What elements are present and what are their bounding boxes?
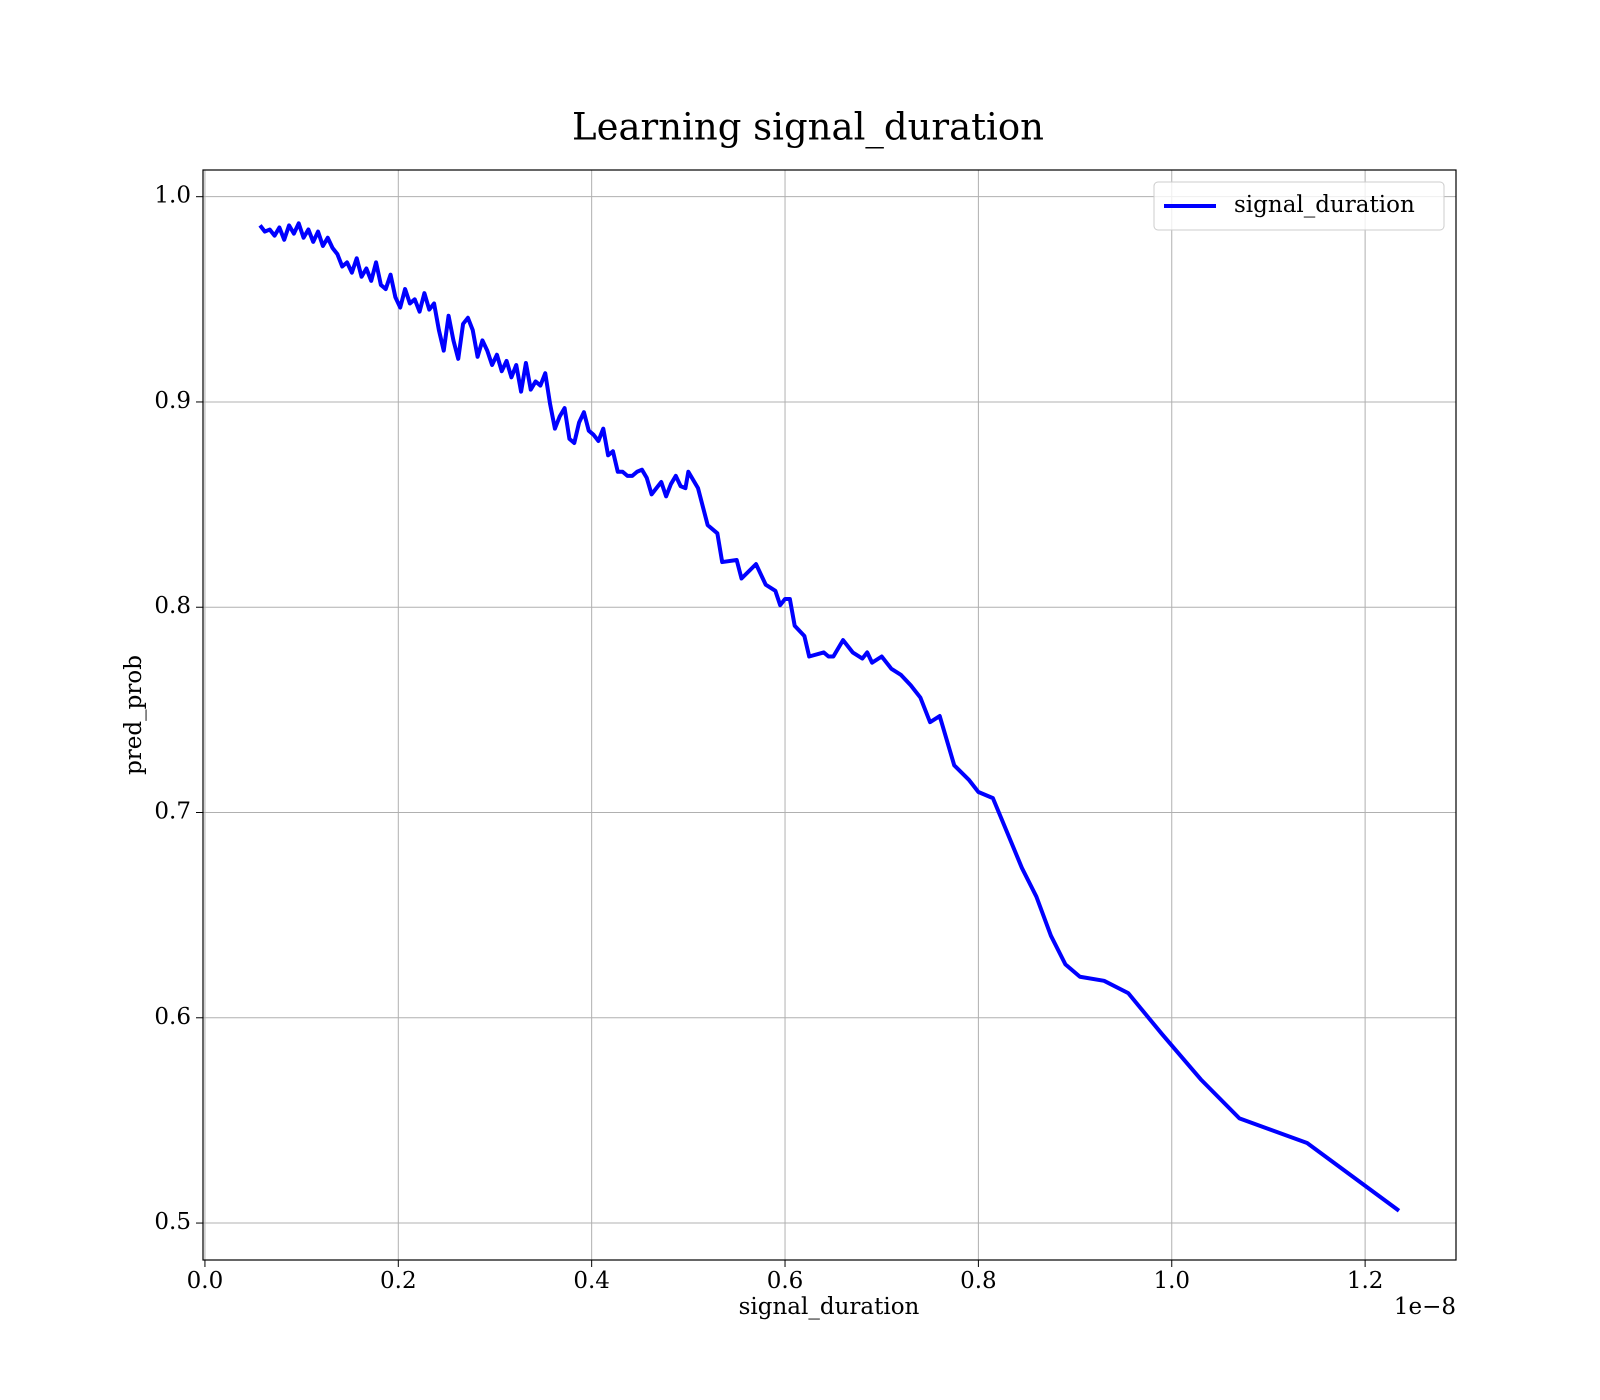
x-tick-label: 0.4 [573,1268,610,1294]
x-offset-label: 1e−8 [1394,1294,1456,1320]
y-tick-label: 1.0 [154,183,191,209]
y-tick-label: 0.8 [154,593,191,619]
y-tick-label: 0.5 [154,1209,191,1235]
plot-frame [202,169,1457,1261]
y-axis-label: pred_prob [121,655,147,775]
x-tick-label: 0.6 [767,1268,804,1294]
legend-label: signal_duration [1234,192,1415,218]
x-axis-label: signal_duration [739,1294,920,1320]
legend-box [1153,181,1445,231]
y-tick-label: 0.6 [154,1004,191,1030]
chart-title: Learning signal_duration [572,106,1044,150]
x-tick-label: 0.8 [960,1268,997,1294]
y-tick-label: 0.9 [154,388,191,414]
x-tick-label: 0.0 [187,1268,224,1294]
x-tick-label: 1.2 [1347,1268,1384,1294]
y-tick-label: 0.7 [154,799,191,825]
x-tick-label: 0.2 [380,1268,417,1294]
data-line [258,221,1401,1213]
x-tick-label: 1.0 [1153,1268,1190,1294]
